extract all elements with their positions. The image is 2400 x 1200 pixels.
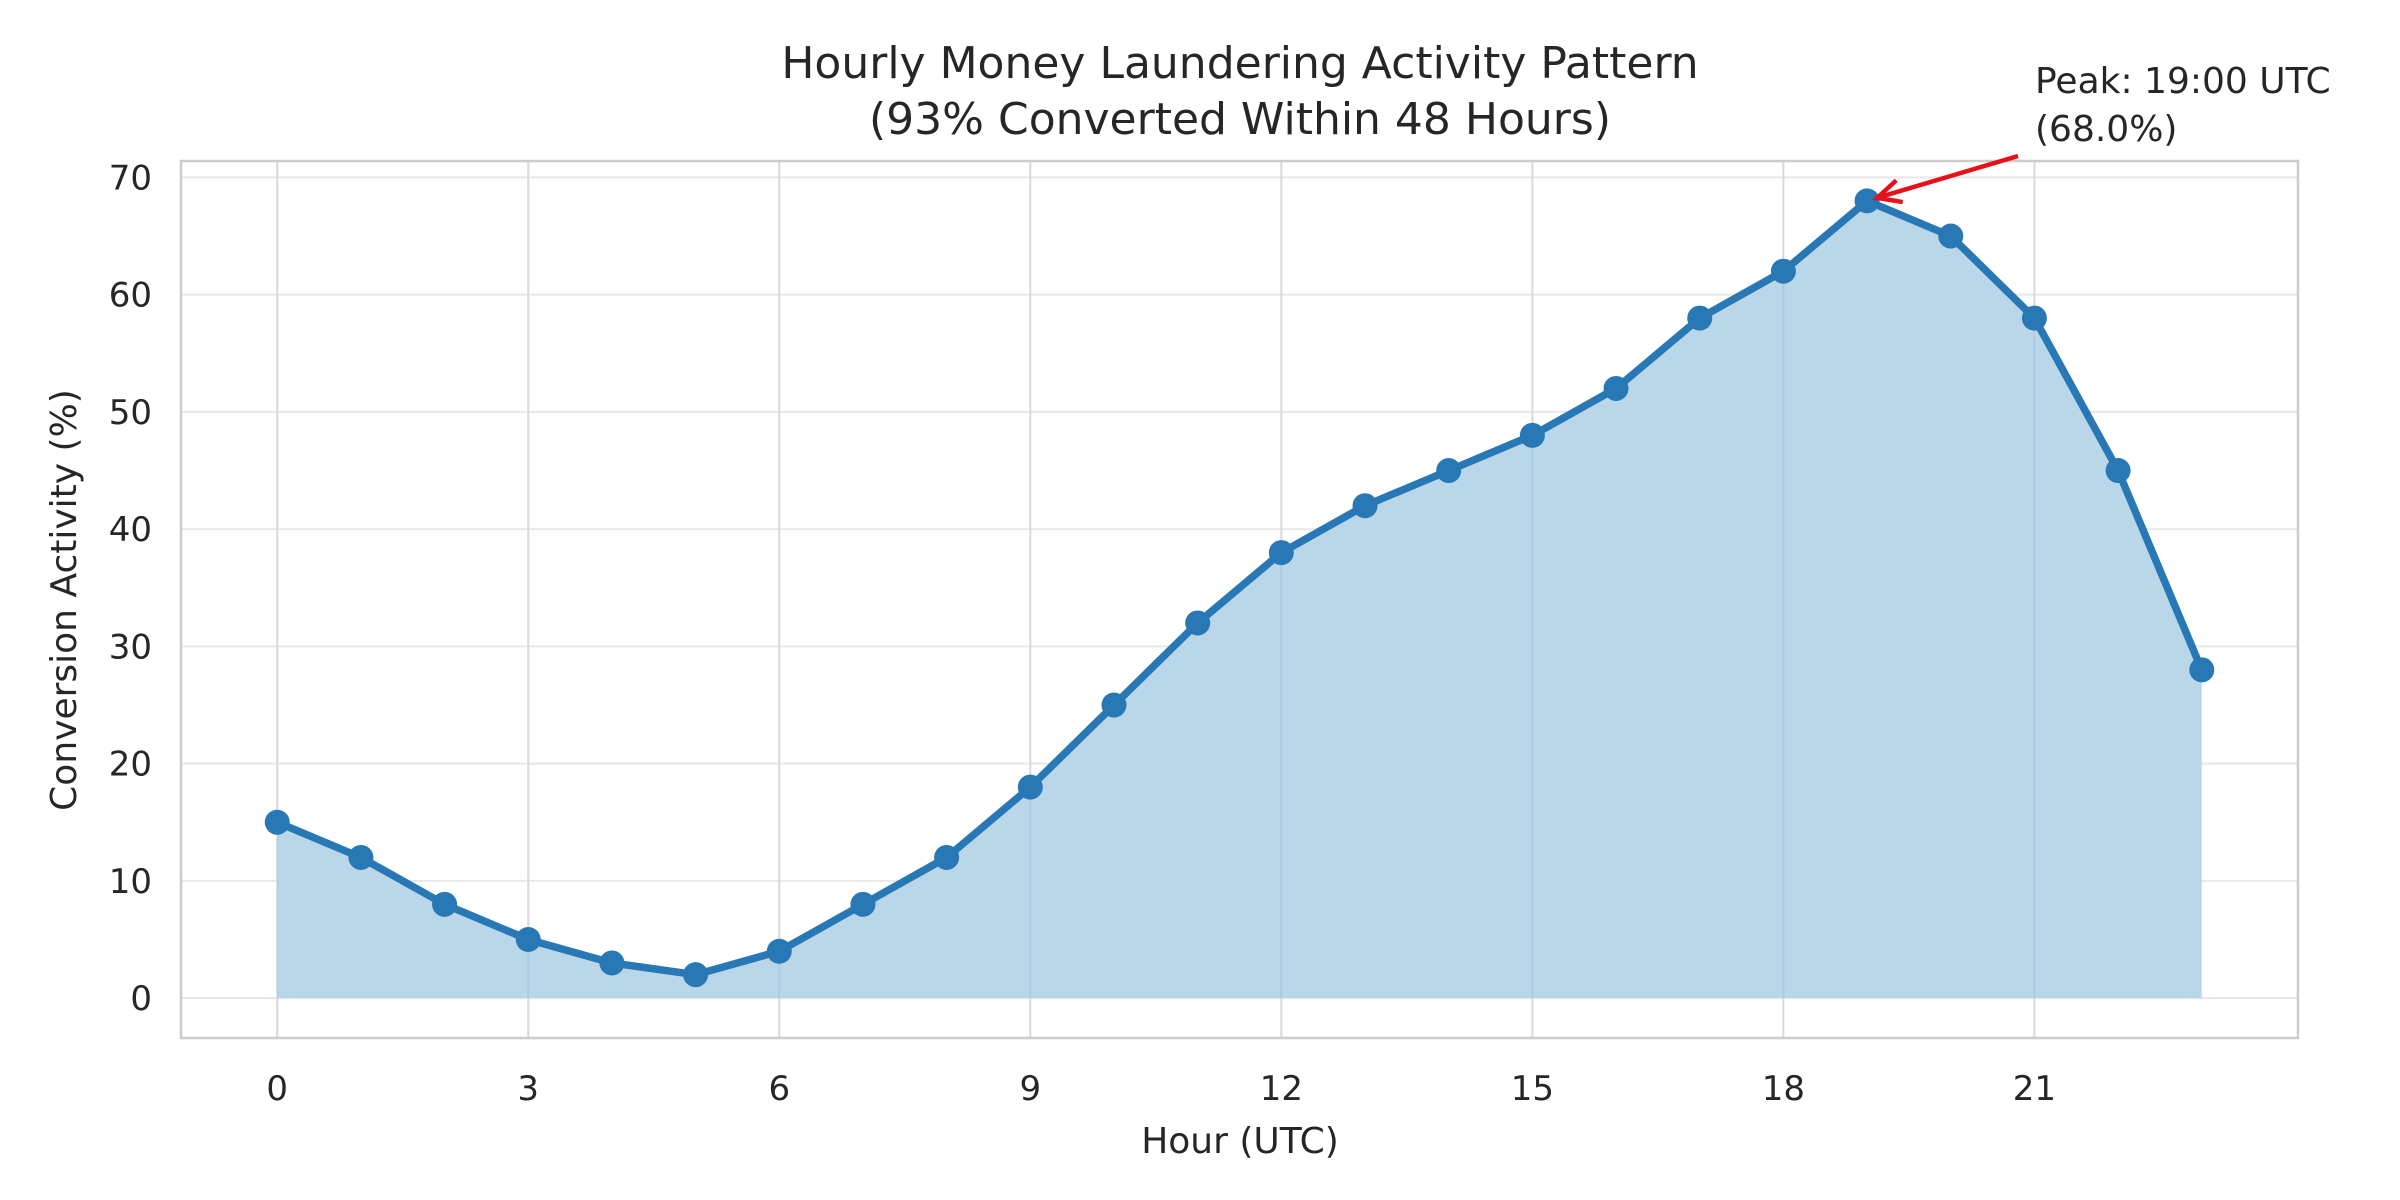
data-point — [850, 891, 876, 917]
y-tick-label: 0 — [130, 979, 152, 1019]
chart-title: Hourly Money Laundering Activity Pattern — [781, 38, 1698, 89]
data-point — [934, 844, 960, 870]
data-markers — [264, 188, 2215, 988]
y-tick-label: 70 — [109, 158, 152, 198]
data-point — [1436, 458, 1462, 484]
data-point — [2021, 305, 2047, 331]
y-tick-label: 20 — [109, 745, 152, 785]
data-point — [515, 927, 541, 953]
data-point — [2105, 458, 2131, 484]
annotation-line-2: (68.0%) — [2035, 109, 2177, 150]
chart-subtitle: (93% Converted Within 48 Hours) — [869, 94, 1611, 145]
data-point — [1687, 305, 1713, 331]
plot-frame — [179, 159, 2300, 1040]
peak-annotation: Peak: 19:00 UTC (68.0%) — [1872, 61, 2331, 205]
x-tick-label: 15 — [1511, 1069, 1554, 1109]
x-tick-label: 21 — [2013, 1069, 2056, 1109]
data-point — [1268, 540, 1294, 566]
y-tick-label: 50 — [109, 393, 152, 433]
x-tick-label: 12 — [1260, 1069, 1303, 1109]
x-axis-label: Hour (UTC) — [1141, 1121, 1339, 1162]
x-tick-label: 0 — [266, 1069, 288, 1109]
data-point — [432, 891, 458, 917]
data-point — [1352, 493, 1378, 519]
area-fill — [277, 200, 2202, 999]
data-point — [348, 844, 374, 870]
data-point — [1603, 375, 1629, 401]
y-tick-label: 60 — [109, 276, 152, 316]
data-point — [1185, 610, 1211, 636]
x-tick-labels: 0 3 6 9 12 15 18 21 — [266, 1069, 2056, 1109]
data-point — [1938, 223, 1964, 249]
y-tick-label: 10 — [109, 862, 152, 902]
annotation-arrowhead — [1872, 178, 1904, 205]
y-tick-label: 30 — [109, 627, 152, 667]
data-point — [1519, 422, 1545, 448]
x-tick-label: 6 — [768, 1069, 790, 1109]
y-axis-label: Conversion Activity (%) — [44, 389, 85, 811]
data-point — [683, 962, 709, 988]
data-point — [1017, 774, 1043, 800]
data-point — [599, 950, 625, 976]
data-point — [766, 938, 792, 964]
annotation-line-1: Peak: 19:00 UTC — [2035, 61, 2331, 102]
series-line — [273, 197, 2206, 979]
x-tick-label: 18 — [1762, 1069, 1805, 1109]
x-tick-label: 3 — [517, 1069, 539, 1109]
y-tick-label: 40 — [109, 510, 152, 550]
data-point — [264, 809, 290, 835]
x-tick-label: 9 — [1019, 1069, 1041, 1109]
annotation-arrow — [1876, 153, 2019, 201]
data-point — [1854, 188, 1880, 214]
grid-lines-over-area — [276, 161, 2036, 1038]
data-point — [1770, 258, 1796, 284]
data-point — [1101, 692, 1127, 718]
data-point — [2189, 657, 2215, 683]
y-tick-labels: 0 10 20 30 40 50 60 70 — [109, 158, 152, 1019]
